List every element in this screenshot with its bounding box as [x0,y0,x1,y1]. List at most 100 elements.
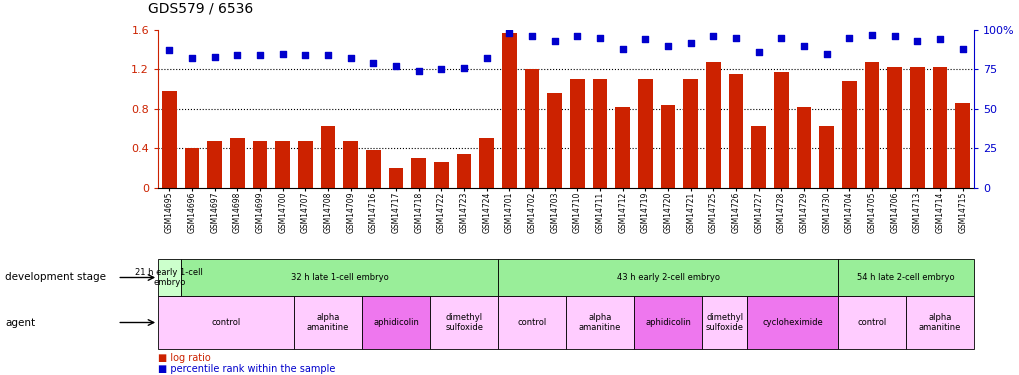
Bar [796,107,811,188]
Point [841,35,857,41]
Text: ■ percentile rank within the sample: ■ percentile rank within the sample [158,364,335,374]
Bar [955,103,969,188]
Bar [683,79,697,188]
Bar [638,79,652,188]
Text: alpha
amanitine: alpha amanitine [579,313,621,332]
Text: control: control [517,318,546,327]
Bar [497,296,566,349]
Point [591,35,607,41]
Bar [909,68,924,188]
Bar [751,126,765,188]
Bar [614,107,630,188]
Bar [162,91,176,188]
Text: development stage: development stage [5,273,106,282]
Bar [230,138,245,188]
Bar [660,105,675,188]
Point [954,46,970,52]
Point [863,32,879,38]
Point [387,63,404,69]
Point [365,60,381,66]
Bar [434,162,448,188]
Point [637,36,653,42]
Point [411,68,427,74]
Bar [388,168,404,188]
Bar [570,79,584,188]
Point [161,48,177,54]
Bar [905,296,973,349]
Text: aphidicolin: aphidicolin [645,318,690,327]
Bar [207,141,222,188]
Text: control: control [857,318,886,327]
Bar [362,296,430,349]
Bar [343,141,358,188]
Point [342,56,359,62]
Point [524,33,540,39]
Point [659,43,676,49]
Text: alpha
amanitine: alpha amanitine [307,313,348,332]
Bar [773,72,788,188]
Bar [158,259,180,296]
Text: 43 h early 2-cell embryo: 43 h early 2-cell embryo [616,273,718,282]
Point [704,33,720,39]
Point [886,33,902,39]
Text: 54 h late 2-cell embryo: 54 h late 2-cell embryo [856,273,954,282]
Point [795,43,811,49]
Text: GDS579 / 6536: GDS579 / 6536 [148,1,253,15]
Point [274,51,290,57]
Point [183,56,200,62]
Text: dimethyl
sulfoxide: dimethyl sulfoxide [444,313,483,332]
Text: dimethyl
sulfoxide: dimethyl sulfoxide [705,313,743,332]
Bar [430,296,497,349]
Bar [728,74,743,188]
Point [682,40,698,46]
Bar [818,126,834,188]
Point [908,38,924,44]
Bar [838,259,973,296]
Point [252,52,268,58]
Point [433,66,449,72]
Point [229,52,246,58]
Point [750,49,766,55]
Bar [887,68,901,188]
Text: 32 h late 1-cell embryo: 32 h late 1-cell embryo [290,273,388,282]
Text: control: control [211,318,240,327]
Bar [366,150,380,188]
Bar [842,81,856,188]
Bar [158,296,293,349]
Bar [705,63,720,188]
Bar [592,79,607,188]
Text: ■ log ratio: ■ log ratio [158,353,211,363]
Bar [864,63,878,188]
Point [569,33,585,39]
Point [614,46,631,52]
Text: cycloheximide: cycloheximide [761,318,822,327]
Bar [298,141,313,188]
Bar [566,296,634,349]
Bar [180,259,497,296]
Point [455,65,472,71]
Bar [747,296,838,349]
Bar [547,93,561,188]
Bar [253,141,267,188]
Bar [838,296,905,349]
Bar [320,126,335,188]
Point [546,38,562,44]
Bar [634,296,701,349]
Bar [275,141,289,188]
Bar [701,296,747,349]
Point [500,30,517,36]
Point [931,36,948,42]
Point [320,52,336,58]
Bar [497,259,838,296]
Text: aphidicolin: aphidicolin [373,318,419,327]
Point [207,54,223,60]
Point [478,56,494,62]
Bar [479,138,493,188]
Bar [931,68,947,188]
Text: agent: agent [5,318,36,327]
Point [818,51,835,57]
Bar [293,296,362,349]
Text: 21 h early 1-cell
embryo: 21 h early 1-cell embryo [136,268,203,287]
Text: alpha
amanitine: alpha amanitine [918,313,960,332]
Bar [184,148,200,188]
